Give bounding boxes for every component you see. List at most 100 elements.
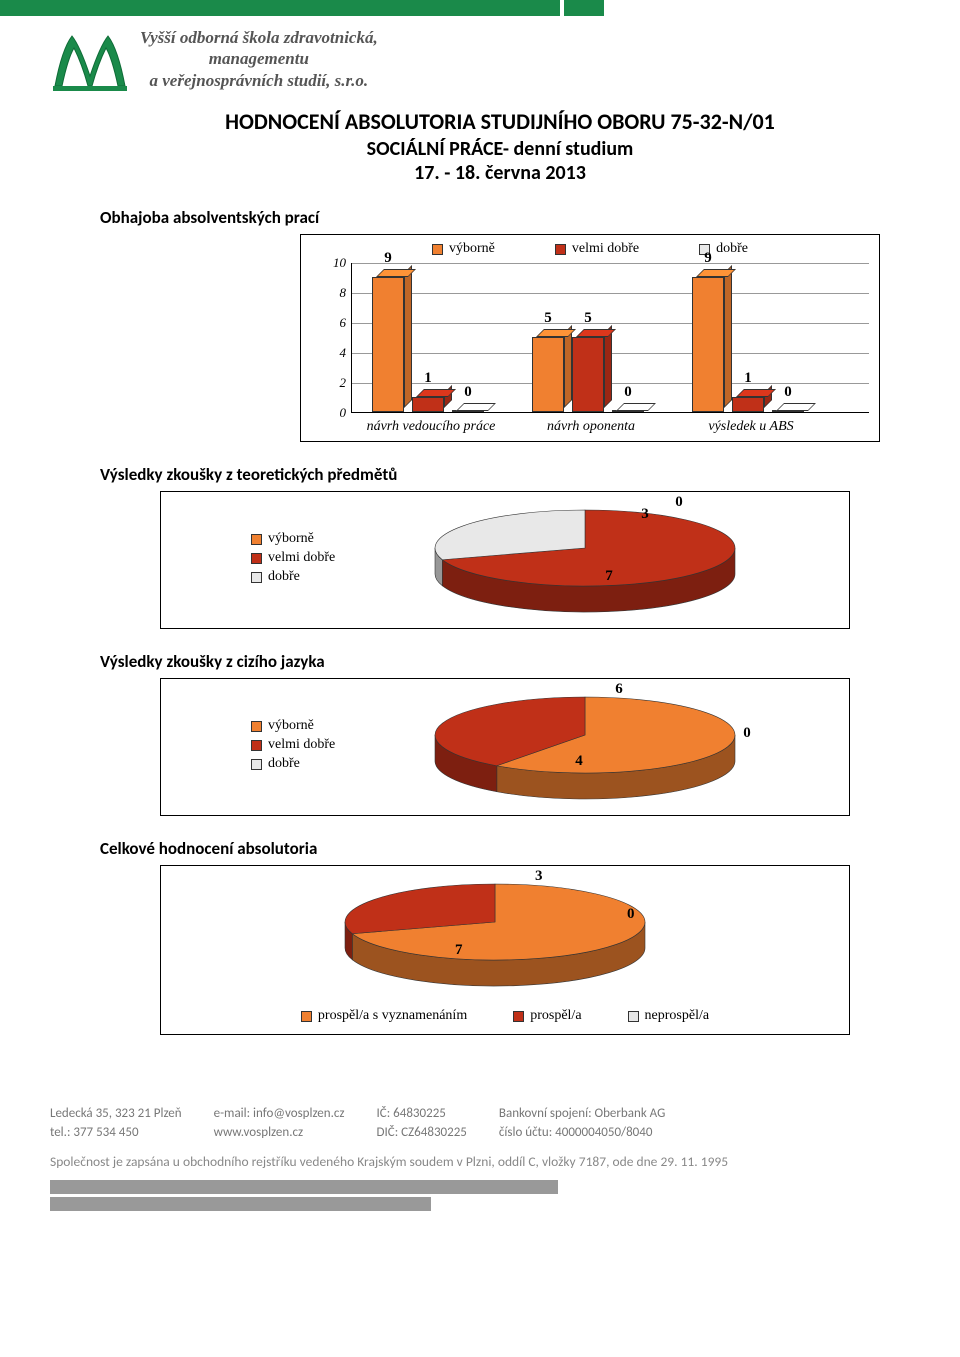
pie-value-label: 3: [535, 868, 543, 885]
footer-dic: DIČ: CZ64830225: [377, 1124, 467, 1143]
bar-group: 910: [692, 277, 812, 412]
legend-label: velmi dobře: [268, 737, 335, 753]
x-category-label: výsledek u ABS: [671, 419, 831, 435]
bar-chart-area: 0246810910550910: [351, 263, 869, 413]
pie2-chart: 073: [405, 498, 765, 618]
pie-value-label: 7: [605, 568, 613, 585]
legend-label: neprospěl/a: [645, 1008, 710, 1024]
page-dates: 17. - 18. června 2013: [100, 161, 900, 185]
legend-swatch-icon: [555, 244, 566, 255]
legend-label: dobře: [268, 756, 300, 772]
y-tick: 2: [322, 375, 346, 391]
legend-item: výborně: [251, 531, 335, 547]
pie-value-label: 0: [627, 906, 635, 923]
bar-value-label: 0: [772, 384, 804, 401]
header: Vyšší odborná škola zdravotnická, manage…: [0, 16, 960, 104]
pie-svg-icon: [405, 685, 765, 805]
pie2-legend: výborněvelmi dobředobře: [251, 528, 335, 588]
page-title: HODNOCENÍ ABSOLUTORIA STUDIJNÍHO OBORU 7…: [100, 108, 900, 135]
legend-swatch-icon: [432, 244, 443, 255]
bar: 0: [772, 411, 804, 412]
legend-swatch-icon: [628, 1011, 639, 1022]
bar-value-label: 5: [572, 310, 604, 327]
pie-value-label: 4: [575, 753, 583, 770]
pie-value-label: 7: [455, 942, 463, 959]
org-line3: a veřejnosprávních studií, s.r.o.: [140, 70, 378, 91]
footer-email: e-mail: info@vosplzen.cz: [214, 1105, 345, 1124]
legend-label: prospěl/a: [530, 1008, 581, 1024]
pie4-frame: 730 prospěl/a s vyznamenánímprospěl/anep…: [160, 865, 850, 1035]
legend-swatch-icon: [251, 534, 262, 545]
legend-label: výborně: [449, 241, 495, 257]
footer-ic: IČ: 64830225: [377, 1105, 467, 1124]
footer-col-bank: Bankovní spojení: Oberbank AG číslo účtu…: [499, 1105, 665, 1143]
footer-bank: Bankovní spojení: Oberbank AG: [499, 1105, 665, 1124]
footer-address: Ledecká 35, 323 21 Plzeň: [50, 1105, 182, 1124]
bar-value-label: 5: [532, 310, 564, 327]
x-category-label: návrh oponenta: [511, 419, 671, 435]
legend-item: dobře: [251, 569, 335, 585]
pie-value-label: 0: [743, 725, 751, 742]
pie3-legend: výborně velmi dobře dobře: [251, 715, 335, 775]
footer: Ledecká 35, 323 21 Plzeň tel.: 377 534 4…: [0, 1075, 960, 1221]
bar: 0: [612, 411, 644, 412]
y-tick: 0: [322, 405, 346, 421]
legend-swatch-icon: [251, 572, 262, 583]
footer-col-ids: IČ: 64830225 DIČ: CZ64830225: [377, 1105, 467, 1143]
bar: 5: [532, 337, 564, 412]
legend-swatch-icon: [251, 721, 262, 732]
footer-col-address: Ledecká 35, 323 21 Plzeň tel.: 377 534 4…: [50, 1105, 182, 1143]
x-category-label: návrh vedoucího práce: [351, 419, 511, 435]
bar-value-label: 9: [372, 250, 404, 267]
footer-www: www.vosplzen.cz: [214, 1124, 345, 1143]
pie-value-label: 0: [675, 494, 683, 511]
pie-value-label: 3: [641, 506, 649, 523]
bar-value-label: 9: [692, 250, 724, 267]
pie3-chart: 640: [405, 685, 765, 805]
y-tick: 10: [322, 255, 346, 271]
footer-phone: tel.: 377 534 450: [50, 1124, 182, 1143]
legend-item: výborně: [251, 718, 335, 734]
bar-group: 910: [372, 277, 492, 412]
bar-value-label: 1: [412, 370, 444, 387]
legend-label: výborně: [268, 531, 314, 547]
bottom-accent: [50, 1180, 920, 1211]
footer-account: číslo účtu: 4000004050/8040: [499, 1124, 665, 1143]
legend-swatch-icon: [251, 553, 262, 564]
y-tick: 8: [322, 285, 346, 301]
legend-item: prospěl/a s vyznamenáním: [301, 1008, 467, 1024]
bar: 1: [412, 397, 444, 412]
bar: 9: [372, 277, 404, 412]
legend-swatch-icon: [513, 1011, 524, 1022]
legend-label: prospěl/a s vyznamenáním: [318, 1008, 467, 1024]
footer-legal: Společnost je zapsána u obchodního rejst…: [50, 1153, 920, 1170]
bar-group: 550: [532, 337, 652, 412]
legend-item: velmi dobře: [555, 241, 639, 257]
pie4-chart: 730: [315, 872, 675, 992]
legend-label: velmi dobře: [572, 241, 639, 257]
bar-value-label: 1: [732, 370, 764, 387]
section3-heading: Výsledky zkoušky z cizího jazyka: [100, 651, 900, 672]
legend-item: neprospěl/a: [628, 1008, 710, 1024]
bar-value-label: 0: [612, 384, 644, 401]
bar: 9: [692, 277, 724, 412]
bar-value-label: 0: [452, 384, 484, 401]
bar-chart-xlabels: návrh vedoucího prácenávrh oponentavýsle…: [351, 417, 879, 441]
legend-item: dobře: [251, 756, 335, 772]
org-line1: Vyšší odborná škola zdravotnická,: [140, 27, 378, 48]
top-accent: [0, 0, 960, 16]
pie-value-label: 6: [615, 681, 623, 698]
pie2-frame: výborněvelmi dobředobře 0 7 3: [160, 491, 850, 629]
page-subtitle: SOCIÁLNÍ PRÁCE- denní studium: [100, 137, 900, 161]
y-tick: 6: [322, 315, 346, 331]
legend-swatch-icon: [301, 1011, 312, 1022]
legend-swatch-icon: [251, 740, 262, 751]
legend-item: velmi dobře: [251, 737, 335, 753]
bar: 0: [452, 411, 484, 412]
footer-col-web: e-mail: info@vosplzen.cz www.vosplzen.cz: [214, 1105, 345, 1143]
pie-svg-icon: [405, 498, 765, 618]
section4-heading: Celkové hodnocení absolutoria: [100, 838, 900, 859]
pie4-legend: prospěl/a s vyznamenáním prospěl/a neprosp…: [161, 1002, 849, 1034]
bar: 1: [732, 397, 764, 412]
legend-item: výborně: [432, 241, 495, 257]
